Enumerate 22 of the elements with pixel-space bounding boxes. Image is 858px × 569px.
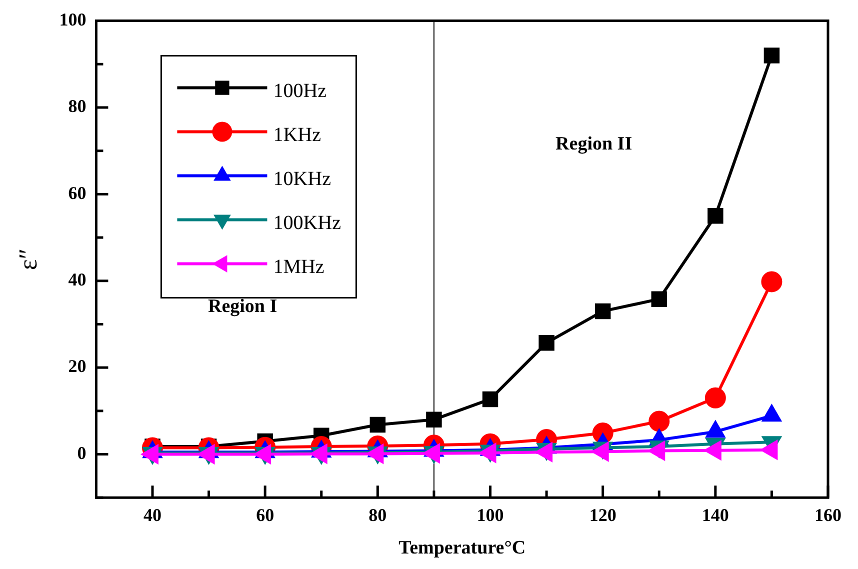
annotation: Region II <box>556 134 632 155</box>
x-tick-label: 60 <box>256 505 274 526</box>
x-tick-label: 100 <box>476 505 504 526</box>
legend-label: 10KHz <box>273 168 332 190</box>
legend-label: 100KHz <box>273 212 342 234</box>
x-axis-title: Temperature°C <box>398 538 526 559</box>
y-tick-label: 100 <box>59 9 86 30</box>
y-tick-label: 60 <box>68 182 86 203</box>
y-tick-label: 80 <box>68 96 86 116</box>
y-tick-label: 40 <box>68 270 86 290</box>
x-tick-label: 40 <box>143 505 162 526</box>
y-tick-label: 0 <box>77 442 86 463</box>
x-tick-label: 120 <box>589 505 616 526</box>
annotation: Region I <box>208 296 278 317</box>
legend-label: 100Hz <box>273 80 327 102</box>
legend-label: 1MHz <box>273 256 324 278</box>
x-tick-label: 160 <box>814 505 842 526</box>
x-tick-label: 140 <box>702 505 729 526</box>
y-axis-title: ε″ <box>13 248 42 270</box>
x-tick-label: 80 <box>368 505 387 526</box>
y-tick-label: 20 <box>68 356 86 376</box>
legend-label: 1KHz <box>273 124 322 146</box>
